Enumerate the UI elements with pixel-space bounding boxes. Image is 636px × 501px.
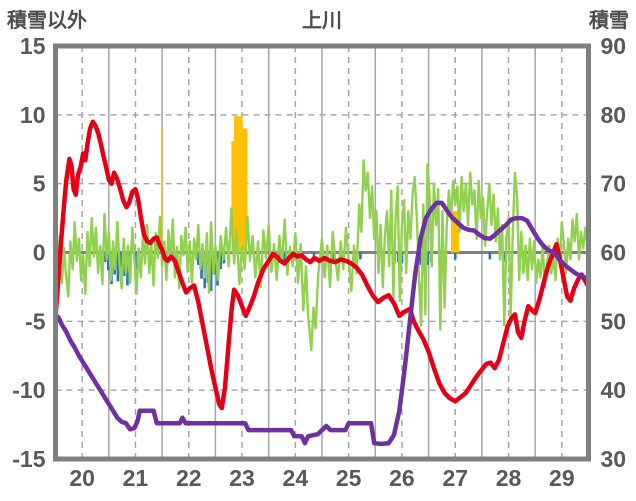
right-tick-label: 70 bbox=[601, 171, 627, 197]
right-tick-label: 90 bbox=[601, 33, 627, 59]
blue-bars bbox=[426, 252, 429, 265]
left-axis-title: 積雪以外 bbox=[7, 10, 87, 32]
blue-bars bbox=[119, 252, 123, 268]
right-tick-label: 40 bbox=[601, 377, 627, 403]
right-tick-label: 30 bbox=[601, 446, 627, 472]
x-tick-label: 21 bbox=[123, 465, 149, 491]
left-tick-label: 15 bbox=[20, 33, 46, 59]
left-tick-label: 10 bbox=[20, 102, 46, 128]
green-line bbox=[54, 159, 589, 352]
series-group bbox=[53, 116, 590, 447]
blue-bars bbox=[103, 252, 107, 263]
x-tick-label: 27 bbox=[442, 465, 468, 491]
left-tick-label: -10 bbox=[12, 377, 45, 403]
plot-border bbox=[53, 43, 591, 462]
snow-depth-line bbox=[53, 200, 590, 447]
x-tick-label: 22 bbox=[176, 465, 202, 491]
right-axis-title: 積雪 bbox=[589, 10, 629, 32]
x-tick-label: 28 bbox=[496, 465, 522, 491]
x-tick-label: 26 bbox=[389, 465, 415, 491]
orange-bars bbox=[161, 128, 163, 253]
orange-bars bbox=[231, 140, 235, 253]
blue-bars bbox=[126, 252, 129, 286]
blue-bars bbox=[488, 252, 492, 260]
orange-bars bbox=[450, 211, 459, 253]
left-tick-label: 5 bbox=[33, 171, 46, 197]
x-tick-label: 25 bbox=[336, 465, 362, 491]
blue-bars bbox=[209, 252, 213, 292]
blue-bars bbox=[502, 252, 506, 263]
blue-bars bbox=[359, 252, 362, 260]
left-tick-label: -15 bbox=[12, 446, 45, 472]
blue-bars bbox=[418, 252, 422, 265]
chart-title: 上川 bbox=[302, 10, 342, 32]
x-tick-label: 20 bbox=[69, 465, 95, 491]
x-tick-label: 24 bbox=[283, 465, 309, 491]
x-tick-label: 23 bbox=[229, 465, 255, 491]
blue-bars bbox=[219, 252, 223, 270]
blue-bars bbox=[106, 252, 110, 271]
blue-bars bbox=[283, 252, 287, 261]
left-tick-label: -5 bbox=[25, 308, 46, 334]
right-tick-label: 60 bbox=[601, 240, 627, 266]
blue-bars bbox=[116, 252, 120, 282]
red-line bbox=[53, 119, 590, 411]
right-tick-label: 80 bbox=[601, 102, 627, 128]
orange-bars bbox=[242, 128, 248, 253]
blue-bars bbox=[453, 252, 457, 260]
orange-bars bbox=[234, 116, 243, 253]
left-tick-label: 0 bbox=[33, 240, 46, 266]
x-tick-label: 29 bbox=[549, 465, 575, 491]
blue-bars bbox=[197, 252, 200, 265]
right-tick-label: 50 bbox=[601, 308, 627, 334]
